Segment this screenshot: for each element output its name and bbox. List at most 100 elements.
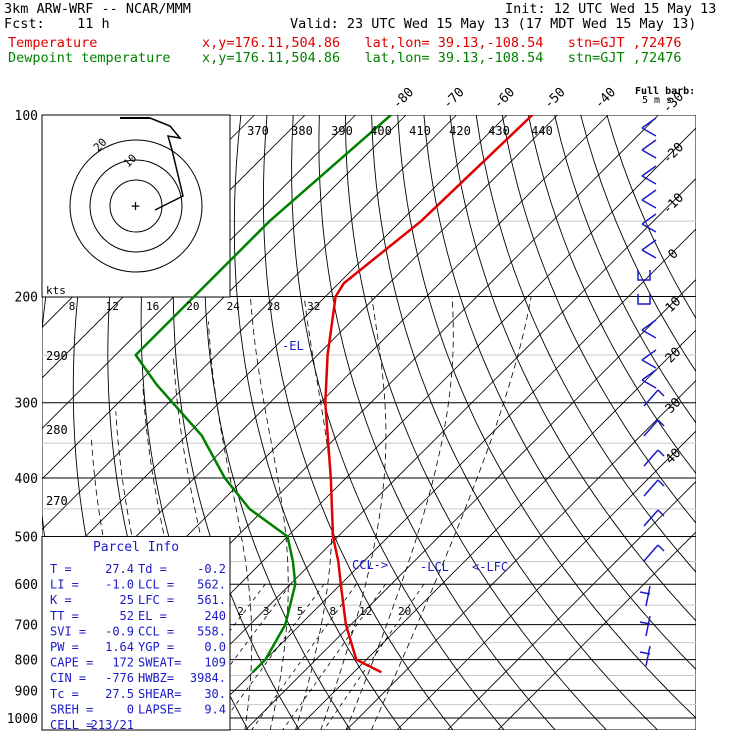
parcel-value: 30.: [204, 687, 226, 701]
dry-adiabat: [580, 115, 696, 373]
hodograph-speed-tick: 28: [267, 300, 280, 313]
dry-adiabat: [397, 115, 696, 719]
wind-barb: [643, 389, 665, 407]
parcel-label: CIN =: [50, 671, 86, 685]
wind-barb: [641, 165, 657, 185]
theta-label: 440: [531, 124, 553, 138]
wind-barb: [641, 139, 657, 159]
hodograph-speed-tick: 32: [307, 300, 320, 313]
parcel-label: LCL =: [138, 578, 174, 592]
mixing-ratio-line: [216, 583, 325, 730]
dry-adiabat: [371, 115, 659, 730]
hodograph-frame: [41, 114, 231, 298]
dry-adiabat: [423, 115, 696, 671]
parcel-label: SREH =: [50, 702, 93, 716]
theta-label: 410: [409, 124, 431, 138]
pressure-tick-label: 900: [15, 684, 38, 699]
parcel-value: 9.4: [204, 702, 226, 716]
dry-adiabat: [527, 115, 696, 475]
parcel-label: Tc =: [50, 687, 79, 701]
isotherm-label: -20: [660, 140, 687, 167]
dry-adiabat: [233, 115, 403, 730]
isotherm-label: -10: [660, 190, 687, 217]
pressure-tick-label: 700: [15, 619, 38, 634]
isotherm: [42, 115, 508, 581]
parcel-label: LFC =: [138, 593, 174, 607]
wind-barb: [641, 117, 657, 137]
model-title: 3km ARW-WRF -- NCAR/MMM: [4, 1, 191, 17]
parcel-value: 1.64: [105, 640, 134, 654]
wind-barb: [637, 270, 651, 281]
pressure-tick-label: 200: [15, 291, 38, 306]
wind-barb: [641, 369, 657, 389]
isotherm: [497, 531, 696, 730]
parcel-label: SWEAT=: [138, 656, 181, 670]
theta-label: 420: [449, 124, 471, 138]
lcl-marker: -LCL: [420, 560, 449, 574]
isotherm: [194, 228, 696, 730]
hodograph-trace: [149, 117, 184, 211]
theta-label: 390: [331, 124, 353, 138]
mixing-ratio-label: 3: [263, 605, 270, 618]
parcel-value: 240: [204, 609, 226, 623]
dry-adiabat: [262, 115, 454, 730]
parcel-value: 0.0: [204, 640, 226, 654]
wind-barb: [639, 585, 651, 607]
mixing-ratio-label: 20: [398, 605, 411, 618]
parcel-label: YGP =: [138, 640, 174, 654]
parcel-label: TT =: [50, 609, 79, 623]
ccl-marker: CCL->: [352, 558, 388, 572]
parcel-label: PW =: [50, 640, 79, 654]
parcel-label: CCL =: [138, 624, 174, 638]
theta-label: 270: [46, 494, 68, 508]
parcel-value: 0: [127, 702, 134, 716]
parcel-label: CAPE =: [50, 656, 93, 670]
moist-adiabat: [208, 321, 253, 730]
wind-barb: [643, 479, 665, 497]
wind-barb: [643, 449, 665, 467]
isotherm: [295, 329, 696, 730]
isotherm-label: -40: [592, 85, 619, 112]
dry-adiabat: [318, 115, 556, 730]
wind-barb: [643, 419, 665, 437]
parcel-value: 27.5: [105, 687, 134, 701]
isotherm-label: -60: [491, 85, 518, 112]
forecast-hour: Fcst: 11 h: [4, 16, 110, 32]
dry-adiabat: [501, 115, 696, 524]
wind-barb: [643, 509, 665, 527]
parcel-label: LAPSE=: [138, 702, 181, 716]
isotherm-label: -50: [541, 85, 568, 112]
pressure-tick-label: 400: [15, 472, 38, 487]
dewpoint-curve: [134, 115, 392, 674]
temperature-curve: [324, 115, 534, 674]
parcel-value: -0.9: [105, 624, 134, 638]
theta-label: 400: [370, 124, 392, 138]
wind-barb: [641, 319, 657, 339]
theta-label: 290: [46, 349, 68, 363]
wind-scale-unit: 5 m s: [642, 95, 672, 106]
mixing-ratio-line: [282, 583, 386, 730]
valid-time: Valid: 23 UTC Wed 15 May 13 (17 MDT Wed …: [290, 16, 697, 32]
pressure-tick-label: 300: [15, 397, 38, 412]
wind-barb: [641, 349, 657, 369]
hodograph-ring: [69, 139, 203, 273]
hodograph-unit-label: kts: [46, 284, 66, 297]
moist-adiabat: [345, 296, 454, 730]
dry-adiabat: [291, 115, 505, 730]
parcel-label: LI =: [50, 578, 79, 592]
isotherm: [345, 379, 696, 730]
isotherm: [143, 177, 696, 730]
hodograph-inset: +: [41, 114, 231, 298]
parcel-label: SVI =: [50, 624, 86, 638]
isotherm: [446, 480, 696, 730]
isotherm-label: -70: [440, 85, 467, 112]
wind-barb: [641, 189, 657, 209]
wind-barbs: Full barb:5 m s: [635, 86, 695, 667]
mixing-ratio-label: 8: [330, 605, 337, 618]
parcel-value: -1.0: [105, 578, 134, 592]
isotherm-label: 10: [663, 294, 685, 316]
wind-barb: [639, 615, 651, 637]
hodograph-speed-tick: 20: [186, 300, 199, 313]
el-marker: -EL: [282, 339, 304, 353]
parcel-value: 558.: [197, 624, 226, 638]
